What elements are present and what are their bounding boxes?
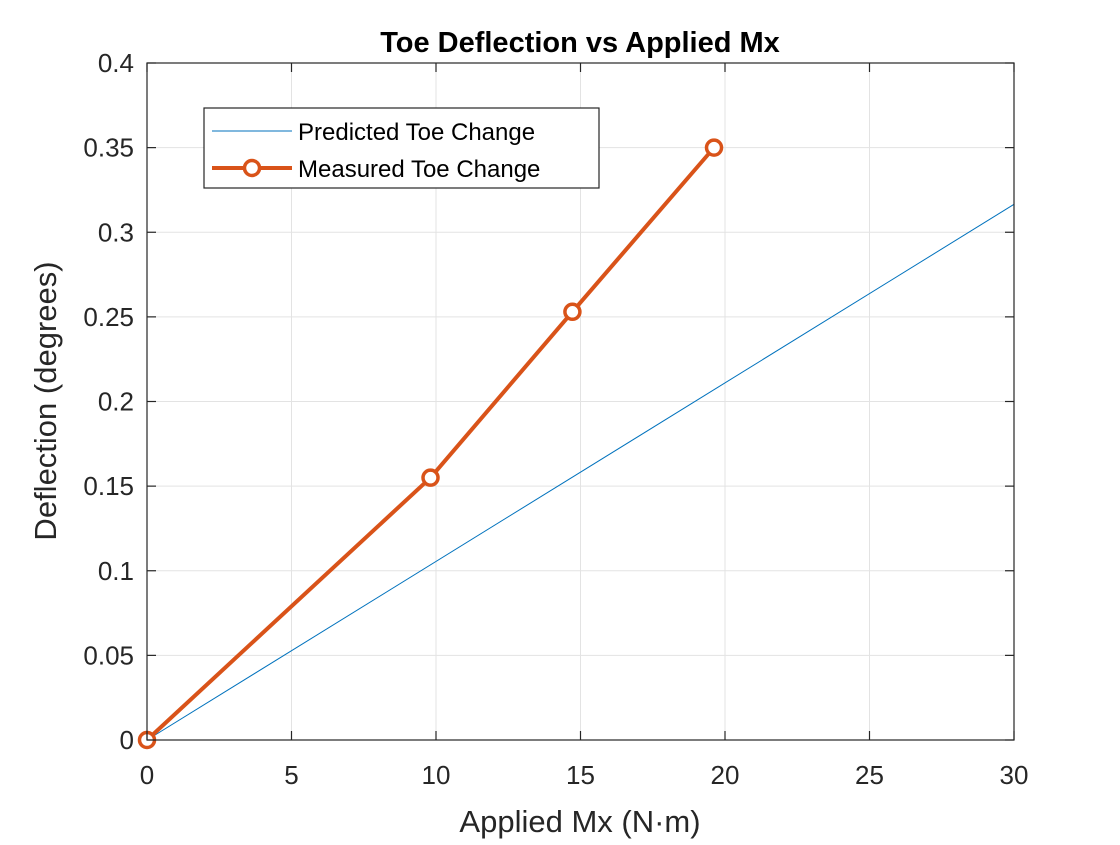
x-tick-label: 15 [566,760,595,790]
tick-labels: 0 5 10 15 20 25 30 0 0.05 0.1 0.15 0.2 0.25 0.3 0.35 0.… [83,48,1028,790]
y-tick-label: 0.2 [98,387,134,417]
data-point-measured [421,468,440,487]
x-tick-label: 30 [1000,760,1029,790]
y-tick-label: 0.15 [83,471,134,501]
series-line-predicted [146,203,1015,741]
series-line-measured [145,146,716,742]
y-axis-label: Deflection (degrees) [28,261,63,540]
x-tick-label: 10 [422,760,451,790]
axes-box [146,62,1015,741]
chart-title: Toe Deflection vs Applied Mx [380,27,780,59]
y-tick-label: 0.25 [83,302,134,332]
y-tick-label: 0.05 [83,640,134,670]
legend: Predicted Toe Change Measured Toe Change [203,107,600,189]
y-tick-label: 0.3 [98,217,134,247]
legend-label-measured: Measured Toe Change [298,156,540,183]
data-point-measured [704,138,724,157]
y-tick-label: 0.35 [83,133,134,163]
y-tick-label: 0 [120,725,134,755]
legend-item-measured: Measured Toe Change [212,156,540,183]
legend-item-predicted: Predicted Toe Change [212,119,535,146]
x-tick-label: 25 [855,760,884,790]
x-tick-label: 0 [140,760,154,790]
legend-label-predicted: Predicted Toe Change [298,119,535,146]
x-axis-label: Applied Mx (N·m) [459,804,700,839]
data-point-measured [563,302,582,322]
legend-marker-measured [242,158,262,178]
y-tick-label: 0.4 [98,48,134,78]
legend-box [203,107,600,189]
x-tick-label: 5 [284,760,298,790]
y-tick-label: 0.1 [98,556,134,586]
x-tick-label: 20 [711,760,740,790]
axes [146,62,1015,741]
